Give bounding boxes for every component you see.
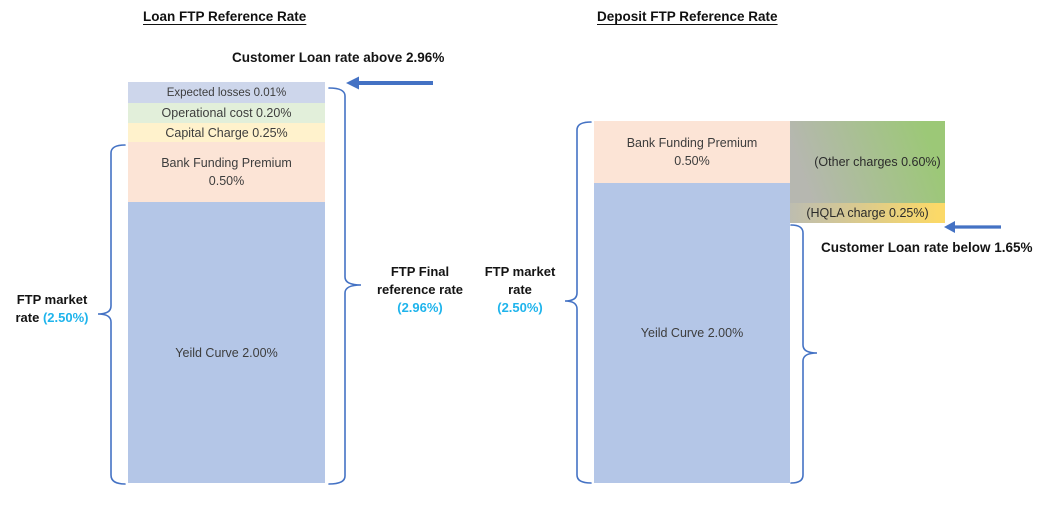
segment-bank-funding-premium: Bank Funding Premium 0.50% [594,121,790,183]
left-arrow-icon [346,76,433,90]
segment-capital-charge: Capital Charge 0.25% [128,123,325,142]
market-rate-value: (2.50%) [42,310,89,325]
loan-market-rate-brace [97,144,126,485]
final-rate-value: (2.96%) [397,300,443,315]
loan-stacked-bar: Expected losses 0.01% Operational cost 0… [128,82,325,483]
segment-label-line2: 0.50% [674,154,710,168]
other-charges-box: (Other charges 0.60%) [790,121,945,203]
segment-label-line1: Bank Funding Premium [161,156,292,170]
segment-label-line1: Bank Funding Premium [626,136,758,150]
label-line1: FTP market [484,264,556,279]
segment-yield-curve: Yeild Curve 2.00% [594,183,790,483]
market-rate-value: (2.50%) [497,300,543,315]
deposit-ftp-market-rate-label: FTP market rate (2.50%) [482,263,558,317]
left-arrow-icon [944,221,1001,233]
segment-label-line2: 0.50% [208,174,245,188]
deposit-chart-title: Deposit FTP Reference Rate [597,9,778,24]
label-line2: rate [508,282,532,297]
label-line1: FTP Final [390,264,450,279]
customer-loan-rate-below-annotation: Customer Loan rate below 1.65% [821,240,1033,255]
deposit-net-rate-brace [790,224,818,484]
segment-expected-losses: Expected losses 0.01% [128,82,325,103]
segment-bank-funding-premium: Bank Funding Premium 0.50% [128,142,325,202]
loan-ftp-market-rate-label: FTP market rate (2.50%) [2,291,102,327]
hqla-charge-box: (HQLA charge 0.25%) [790,203,945,223]
deposit-stacked-bar: Bank Funding Premium 0.50% Yeild Curve 2… [594,121,790,483]
deposit-market-rate-brace [564,121,592,484]
label-line2: rate (2.50%) [15,310,89,325]
label-line1: FTP market [16,292,88,307]
customer-loan-rate-above-annotation: Customer Loan rate above 2.96% [232,50,445,65]
segment-yield-curve: Yeild Curve 2.00% [128,202,325,483]
loan-final-rate-brace [328,87,362,485]
label-line2: reference rate [377,282,463,297]
loan-chart-title: Loan FTP Reference Rate [143,9,307,24]
segment-operational-cost: Operational cost 0.20% [128,103,325,123]
ftp-final-reference-rate-label: FTP Final reference rate (2.96%) [365,263,475,317]
